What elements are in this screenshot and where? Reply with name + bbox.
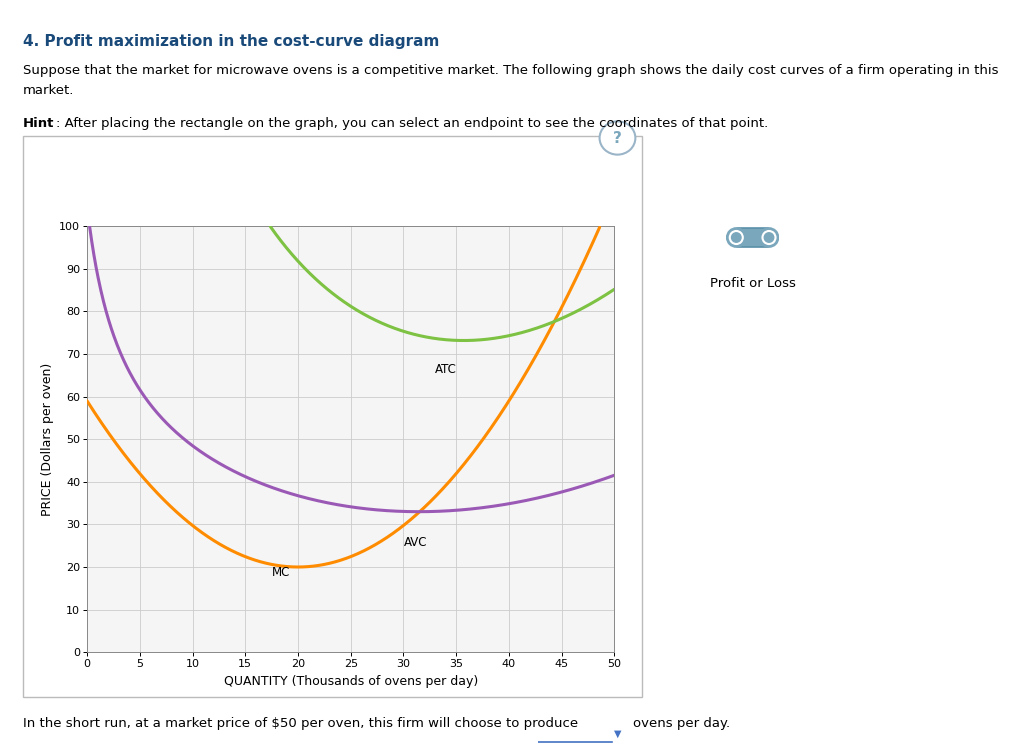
Circle shape	[764, 233, 774, 242]
Circle shape	[727, 228, 745, 247]
Text: market.: market.	[23, 84, 74, 97]
FancyBboxPatch shape	[736, 228, 769, 247]
Text: : After placing the rectangle on the graph, you can select an endpoint to see th: : After placing the rectangle on the gra…	[56, 117, 769, 130]
Text: Profit or Loss: Profit or Loss	[710, 277, 796, 290]
Text: AVC: AVC	[403, 535, 427, 549]
Text: Suppose that the market for microwave ovens is a competitive market. The followi: Suppose that the market for microwave ov…	[23, 64, 998, 77]
Text: ovens per day.: ovens per day.	[633, 717, 730, 730]
Text: ATC: ATC	[435, 363, 457, 376]
Text: ?: ?	[613, 131, 622, 146]
Y-axis label: PRICE (Dollars per oven): PRICE (Dollars per oven)	[41, 363, 53, 516]
Circle shape	[760, 228, 778, 247]
Text: 4. Profit maximization in the cost-curve diagram: 4. Profit maximization in the cost-curve…	[23, 34, 439, 49]
Text: In the short run, at a market price of $50 per oven, this firm will choose to pr: In the short run, at a market price of $…	[23, 717, 578, 730]
Text: MC: MC	[271, 566, 290, 578]
Circle shape	[731, 233, 741, 242]
X-axis label: QUANTITY (Thousands of ovens per day): QUANTITY (Thousands of ovens per day)	[223, 675, 478, 688]
Text: Hint: Hint	[23, 117, 54, 130]
Text: ▼: ▼	[614, 729, 622, 739]
Circle shape	[600, 121, 635, 155]
